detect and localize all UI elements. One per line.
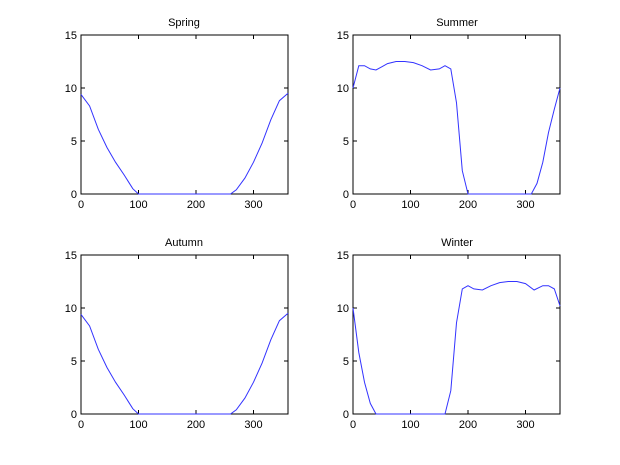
y-tick-label: 0 bbox=[71, 409, 77, 421]
x-tick-label: 0 bbox=[350, 419, 356, 431]
x-tick-label: 0 bbox=[350, 199, 356, 211]
y-tick-label: 5 bbox=[71, 136, 77, 148]
subplot-title: Spring bbox=[168, 17, 200, 29]
y-tick-label: 5 bbox=[71, 356, 77, 368]
y-tick-label: 5 bbox=[343, 356, 349, 368]
series-line bbox=[352, 281, 561, 415]
subplot-title: Winter bbox=[441, 237, 473, 249]
y-tick-label: 10 bbox=[65, 303, 77, 315]
x-tick-label: 300 bbox=[516, 199, 534, 211]
x-tick-label: 0 bbox=[78, 199, 84, 211]
y-tick-label: 0 bbox=[343, 409, 349, 421]
subplot-autumn: Autumn 0 100 200 300 0 5 10 15 bbox=[65, 237, 289, 431]
axes-frame bbox=[352, 254, 561, 415]
x-tick-label: 100 bbox=[129, 419, 147, 431]
y-tick-label: 5 bbox=[343, 136, 349, 148]
series-line bbox=[352, 61, 561, 195]
y-tick-label: 0 bbox=[343, 189, 349, 201]
y-tick-label: 10 bbox=[65, 83, 77, 95]
x-tick-label: 300 bbox=[244, 199, 262, 211]
x-tick-label: 200 bbox=[187, 199, 205, 211]
x-tick-label: 100 bbox=[401, 199, 419, 211]
y-tick-label: 15 bbox=[337, 30, 349, 42]
subplot-title: Summer bbox=[436, 17, 478, 29]
x-tick-label: 300 bbox=[244, 419, 262, 431]
y-tick-label: 10 bbox=[337, 303, 349, 315]
x-tick-label: 200 bbox=[187, 419, 205, 431]
x-tick-label: 100 bbox=[401, 419, 419, 431]
axes-frame bbox=[80, 254, 289, 415]
subplot-winter: Winter 0 100 200 300 0 5 10 15 bbox=[337, 237, 561, 431]
axes-frame bbox=[80, 34, 289, 195]
y-tick-label: 0 bbox=[71, 189, 77, 201]
series-line bbox=[80, 92, 289, 195]
x-tick-label: 100 bbox=[129, 199, 147, 211]
subplot-title: Autumn bbox=[165, 237, 203, 249]
y-tick-label: 15 bbox=[65, 30, 77, 42]
axes-frame bbox=[352, 34, 561, 195]
subplot-summer: Summer 0 100 200 300 0 5 10 15 bbox=[337, 17, 561, 211]
x-tick-label: 200 bbox=[459, 419, 477, 431]
series-line bbox=[80, 312, 289, 415]
subplot-spring: Spring 0 100 200 300 0 5 10 15 bbox=[65, 17, 289, 211]
y-tick-label: 15 bbox=[337, 250, 349, 262]
x-tick-label: 0 bbox=[78, 419, 84, 431]
y-tick-label: 15 bbox=[65, 250, 77, 262]
y-tick-label: 10 bbox=[337, 83, 349, 95]
x-tick-label: 200 bbox=[459, 199, 477, 211]
x-tick-label: 300 bbox=[516, 419, 534, 431]
